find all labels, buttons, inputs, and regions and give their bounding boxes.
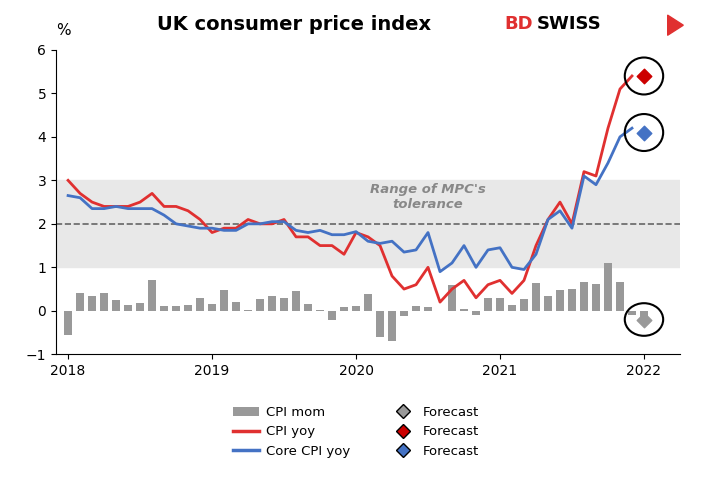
Bar bbox=[569, 289, 576, 311]
Bar bbox=[112, 300, 120, 311]
Bar bbox=[245, 310, 252, 311]
Text: SWISS: SWISS bbox=[536, 15, 601, 33]
Bar bbox=[365, 294, 372, 311]
Bar bbox=[137, 303, 144, 311]
Bar bbox=[64, 311, 72, 335]
Bar bbox=[208, 304, 216, 311]
Point bbox=[639, 72, 650, 80]
Bar bbox=[316, 310, 324, 311]
Bar bbox=[329, 311, 336, 320]
Bar bbox=[388, 311, 395, 341]
Bar bbox=[520, 299, 528, 311]
Bar bbox=[149, 280, 156, 311]
Bar bbox=[400, 311, 407, 315]
Bar bbox=[161, 305, 168, 311]
Bar bbox=[592, 284, 599, 311]
Bar bbox=[628, 311, 636, 315]
Bar bbox=[484, 298, 491, 311]
Bar bbox=[449, 285, 456, 311]
Bar bbox=[472, 311, 479, 315]
Bar bbox=[496, 298, 503, 311]
Text: UK consumer price index: UK consumer price index bbox=[157, 15, 432, 34]
Bar bbox=[196, 298, 204, 311]
Bar bbox=[424, 307, 432, 311]
Bar bbox=[125, 305, 132, 311]
Bar bbox=[412, 305, 420, 311]
Bar bbox=[580, 281, 587, 311]
Bar bbox=[88, 296, 95, 311]
Bar bbox=[268, 296, 275, 311]
Bar bbox=[376, 311, 383, 337]
Bar bbox=[220, 290, 228, 311]
Text: Range of MPC's
tolerance: Range of MPC's tolerance bbox=[370, 183, 486, 211]
Polygon shape bbox=[667, 15, 683, 35]
Legend: CPI mom, CPI yoy, Core CPI yoy, Forecast, Forecast, Forecast: CPI mom, CPI yoy, Core CPI yoy, Forecast… bbox=[227, 401, 484, 464]
Text: BD: BD bbox=[505, 15, 533, 33]
Bar bbox=[184, 305, 191, 311]
Bar bbox=[353, 305, 360, 311]
Bar bbox=[641, 311, 648, 319]
Bar bbox=[56, 180, 680, 267]
Point bbox=[639, 129, 650, 137]
Bar bbox=[341, 307, 348, 311]
Bar bbox=[508, 305, 516, 311]
Bar bbox=[280, 298, 287, 311]
Bar bbox=[545, 295, 552, 311]
Text: %: % bbox=[56, 23, 71, 38]
Bar bbox=[233, 302, 240, 311]
Bar bbox=[557, 290, 564, 311]
Bar bbox=[292, 291, 299, 311]
Bar bbox=[532, 283, 540, 311]
Point bbox=[639, 315, 650, 323]
Bar bbox=[304, 304, 312, 311]
Bar bbox=[100, 292, 108, 311]
Bar bbox=[257, 299, 264, 311]
Bar bbox=[172, 306, 179, 311]
Bar bbox=[461, 309, 468, 311]
Bar bbox=[616, 281, 624, 311]
Bar bbox=[76, 293, 83, 311]
Bar bbox=[604, 263, 611, 311]
